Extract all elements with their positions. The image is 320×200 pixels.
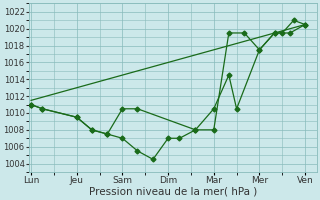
X-axis label: Pression niveau de la mer( hPa ): Pression niveau de la mer( hPa )	[89, 187, 257, 197]
